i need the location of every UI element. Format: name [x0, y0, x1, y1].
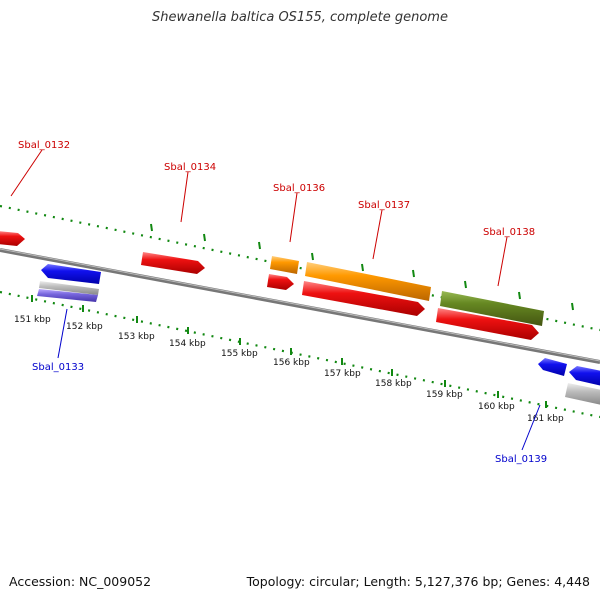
upper-major-tick [258, 241, 261, 250]
upper-major-tick [571, 302, 574, 311]
map-title: Shewanella baltica OS155, complete genom… [152, 10, 448, 25]
gene-block-sbal-0133-grey[interactable] [39, 281, 99, 295]
reverse-features[interactable] [37, 264, 600, 405]
lower-dotted-line [0, 290, 600, 419]
scale-label: 151 kbp [14, 315, 51, 325]
upper-major-tick [311, 252, 314, 261]
genome-summary-text: Topology: circular; Length: 5,127,376 bp… [246, 574, 590, 589]
scale-label: 161 kbp [527, 414, 564, 424]
upper-dotted-line [0, 204, 600, 332]
leader-line-sbal-0138 [497, 236, 508, 287]
scale-label: 157 kbp [324, 369, 361, 379]
leader-line-sbal-0136 [289, 192, 298, 243]
gene-arrow-sbal-0138[interactable] [436, 308, 539, 340]
gene-block-sbal-0135[interactable] [270, 256, 299, 274]
gene-label-sbal-0137: Sbal_0137 [358, 200, 410, 211]
gene-arrow-sbal-0132[interactable] [0, 231, 25, 246]
gene-labels: Sbal_0132 Sbal_0133 Sbal_0134 Sbal_0136 … [18, 140, 547, 465]
gene-arrow-sbal-0139[interactable] [538, 358, 567, 376]
backbone-line [0, 248, 600, 364]
scale-labels: 151 kbp 152 kbp 153 kbp 154 kbp 155 kbp … [14, 315, 564, 424]
scale-label: 160 kbp [478, 402, 515, 412]
scale-label: 154 kbp [169, 339, 206, 349]
gene-block-right-edge-grey[interactable] [565, 383, 600, 405]
gene-label-sbal-0136: Sbal_0136 [273, 183, 325, 194]
upper-tick-track [0, 204, 600, 332]
gene-arrow-sbal-0136[interactable] [267, 274, 294, 290]
leader-line-sbal-0137 [372, 209, 383, 260]
leader-line-sbal-0133 [57, 308, 68, 359]
forward-features[interactable] [0, 231, 544, 340]
genome-backbone [0, 248, 600, 364]
lower-tick-track [0, 290, 600, 419]
upper-major-tick [518, 291, 521, 300]
scale-label: 152 kbp [66, 322, 103, 332]
gene-arrow-sbal-0137[interactable] [302, 281, 425, 316]
upper-major-tick [150, 223, 153, 232]
scale-label: 155 kbp [221, 349, 258, 359]
leader-line-sbal-0134 [180, 171, 189, 223]
gene-label-sbal-0132: Sbal_0132 [18, 140, 70, 151]
gene-label-sbal-0133: Sbal_0133 [32, 362, 84, 373]
scale-label: 159 kbp [426, 390, 463, 400]
gene-block-sbal-0133-purple[interactable] [37, 289, 98, 302]
upper-major-tick [203, 233, 206, 242]
leader-line-sbal-0132 [10, 149, 43, 197]
leader-line-sbal-0139 [521, 404, 541, 451]
upper-major-tick [464, 280, 467, 289]
label-leaders [10, 149, 541, 451]
scale-label: 153 kbp [118, 332, 155, 342]
gene-arrow-sbal-0134[interactable] [141, 252, 205, 274]
gene-label-sbal-0138: Sbal_0138 [483, 227, 535, 238]
upper-major-tick [361, 263, 364, 272]
gene-arrow-sbal-0133[interactable] [41, 264, 101, 284]
scale-label: 156 kbp [273, 358, 310, 368]
gene-arrow-right-edge[interactable] [569, 366, 600, 386]
backbone-highlight [0, 248, 600, 362]
gene-label-sbal-0134: Sbal_0134 [164, 162, 216, 173]
accession-text: Accession: NC_009052 [9, 574, 152, 589]
scale-label: 158 kbp [375, 379, 412, 389]
gene-label-sbal-0139: Sbal_0139 [495, 454, 547, 465]
gene-block-sbal-0138[interactable] [440, 291, 544, 326]
gene-block-sbal-0137[interactable] [305, 262, 431, 301]
upper-major-tick [412, 269, 415, 278]
